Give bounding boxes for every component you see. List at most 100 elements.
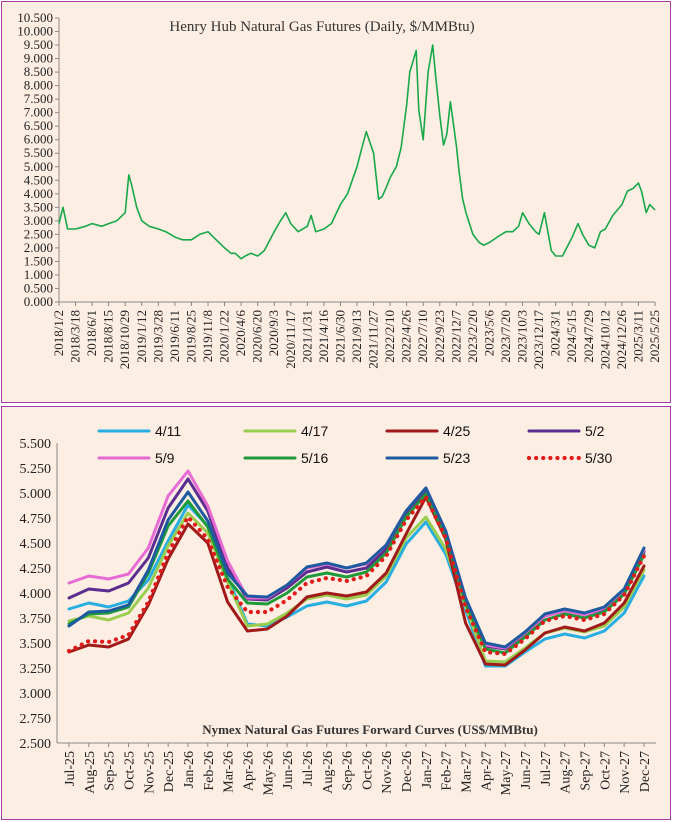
x-tick-label: 2019/1/12 [134,310,149,363]
y-tick-label: 5.000 [24,159,53,174]
x-tick-label: 2023/2/20 [465,310,480,363]
y-tick-label: 2.500 [24,226,53,241]
x-tick-label: Jan-26 [182,751,197,788]
y-tick-label: 5.250 [20,462,52,477]
series-line-5-30 [66,494,647,657]
x-tick-label: 2022/12/7 [448,310,463,363]
x-tick-label: 2021/4/16 [316,310,331,363]
y-tick-label: 3.500 [20,637,52,652]
x-tick-label: Dec-26 [400,751,415,792]
x-tick-label: 2018/1/2 [51,310,66,356]
x-tick-label: 2023/12/17 [531,310,546,370]
y-tick-label: 3.000 [24,213,53,228]
x-tick-label: Oct-27 [598,751,613,790]
series-line-henry-hub [58,44,656,260]
y-tick-label: 2.500 [20,737,52,752]
x-tick-label: 2022/7/10 [415,310,430,363]
legend-label: 5/2 [585,423,605,439]
series-line-4-25 [67,495,646,667]
x-tick-label: Jun-26 [281,751,296,789]
y-tick-label: 8.500 [24,64,53,79]
y-tick-label: 7.500 [24,91,53,106]
chart-title: Henry Hub Natural Gas Futures (Daily, $/… [169,19,474,35]
x-tick-label: 2023/7/20 [498,310,513,363]
legend-label: 5/23 [443,450,470,466]
henry-hub-chart-panel: Henry Hub Natural Gas Futures (Daily, $/… [1,1,671,403]
x-tick-label: Oct-25 [122,751,137,790]
chart-title: Nymex Natural Gas Futures Forward Curves… [202,722,538,737]
y-tick-label: 0.000 [24,294,53,309]
y-tick-label: 5.500 [24,145,53,160]
legend-label: 4/25 [443,423,470,439]
x-tick-label: 2021/1/31 [299,310,314,363]
y-tick-label: 4.750 [20,512,52,527]
x-tick-label: 2019/6/11 [167,310,182,362]
x-tick-label: 2021/6/30 [332,310,347,363]
x-tick-label: Feb-26 [202,751,217,791]
y-tick-label: 3.750 [20,612,52,627]
x-tick-label: 2022/4/26 [399,310,414,363]
y-tick-label: 6.000 [24,132,53,147]
y-tick-label: 5.000 [20,487,52,502]
x-tick-label: Nov-26 [380,751,395,794]
x-tick-label: 2023/10/3 [515,310,530,363]
x-tick-label: 2020/9/3 [266,310,281,356]
y-tick-label: 6.500 [24,118,53,133]
x-tick-label: 2020/4/6 [233,310,248,357]
y-tick-label: 10.000 [17,24,53,39]
y-tick-label: 2.750 [20,712,52,727]
legend-label: 5/30 [585,450,612,466]
x-tick-label: Mar-27 [460,751,475,793]
legend-label: 4/17 [301,423,328,439]
y-tick-label: 4.000 [24,186,53,201]
x-tick-label: Jun-27 [519,751,534,789]
legend-label: 5/16 [301,450,328,466]
x-tick-label: 2018/8/15 [101,310,116,363]
y-tick-label: 3.500 [24,199,53,214]
x-tick-label: Apr-27 [479,751,494,791]
x-tick-label: Dec-27 [638,751,653,792]
x-tick-label: 2021/11/27 [366,310,381,369]
x-tick-label: 2021/9/13 [349,310,364,363]
y-tick-label: 4.500 [20,537,52,552]
y-tick-label: 4.500 [24,172,53,187]
series-line-4-11 [67,503,646,668]
x-tick-label: Sep-25 [103,751,118,791]
y-tick-label: 4.000 [20,587,52,602]
x-tick-label: Oct-26 [360,751,375,790]
legend-label: 4/11 [155,423,181,439]
y-tick-label: 9.000 [24,51,53,66]
x-tick-label: 2023/5/6 [481,310,496,357]
x-tick-label: 2018/6/1 [84,310,99,356]
y-tick-label: 1.000 [24,267,53,282]
forward-curves-chart-panel: Nymex Natural Gas Futures Forward Curves… [1,406,671,820]
x-tick-label: 2022/9/23 [432,310,447,363]
x-tick-label: Aug-26 [321,751,336,794]
y-tick-label: 1.500 [24,253,53,268]
y-tick-label: 5.500 [20,437,52,452]
x-tick-label: 2019/11/8 [200,310,215,362]
x-tick-label: 2024/3/1 [548,310,563,356]
x-tick-label: Nov-27 [618,751,633,794]
x-tick-label: Feb-27 [440,751,455,791]
x-tick-label: Nov-25 [142,751,157,794]
x-tick-label: 2024/10/12 [597,310,612,369]
y-tick-label: 3.250 [20,662,52,677]
x-tick-label: 2020/6/20 [250,310,265,363]
x-tick-label: 2018/3/18 [68,310,83,363]
y-tick-label: 7.000 [24,105,53,120]
x-tick-label: Sep-27 [579,751,594,791]
x-tick-label: Apr-26 [241,751,256,791]
x-tick-label: Mar-26 [222,751,237,793]
x-tick-label: 2019/3/28 [150,310,165,363]
x-tick-label: Jul-26 [301,751,316,786]
y-tick-label: 9.500 [24,37,53,52]
x-tick-label: 2024/7/29 [581,310,596,363]
henry-hub-chart: Henry Hub Natural Gas Futures (Daily, $/… [17,10,662,370]
y-tick-label: 2.000 [24,240,53,255]
x-tick-label: 2020/1/22 [217,310,232,363]
x-tick-label: Sep-26 [341,751,356,791]
forward-curves-chart: Nymex Natural Gas Futures Forward Curves… [20,423,656,795]
y-tick-label: 4.250 [20,562,52,577]
legend-label: 5/9 [155,450,175,466]
